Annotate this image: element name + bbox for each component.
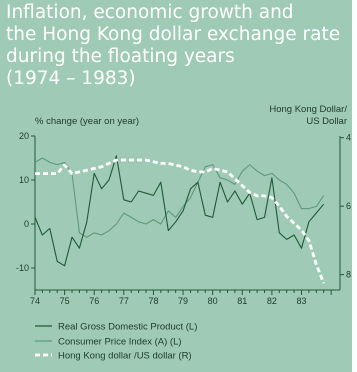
y-right-axis-title-line2: US Dollar: [306, 116, 347, 127]
series-line-0: [34, 155, 325, 267]
y-right-tick-label: 4: [346, 133, 351, 143]
x-tick-label: 75: [60, 296, 70, 306]
y-right-tick-label: 6: [346, 201, 351, 211]
x-tick-label: 82: [267, 296, 277, 306]
legend-label-1: Consumer Price Index (A) (L): [58, 337, 182, 348]
chart-title: Inflation, economic growth and the Hong …: [6, 2, 341, 89]
x-tick-label: 74: [30, 296, 40, 306]
series-line-1: [34, 157, 325, 238]
x-tick-label: 77: [119, 296, 129, 306]
y-right-axis-title-line1: Hong Kong Dollar/: [269, 104, 347, 115]
x-tick-label: 80: [208, 296, 218, 306]
x-tick-label: 78: [148, 296, 158, 306]
y-left-tick-label: 0: [24, 219, 29, 229]
series-line-2: [35, 158, 326, 284]
y-left-tick-label: -10: [16, 263, 29, 273]
y-left-tick-label: 10: [19, 175, 29, 185]
x-tick-label: 83: [296, 296, 306, 306]
x-tick-label: 81: [237, 296, 247, 306]
y-right-tick-label: 8: [346, 270, 351, 280]
legend-label-2: Hong Kong dollar /US dollar (R): [58, 351, 192, 362]
x-tick-label: 79: [178, 296, 188, 306]
x-tick-label: 76: [89, 296, 99, 306]
y-left-axis-title: % change (year on year): [35, 116, 139, 127]
legend-label-0: Real Gross Domestic Product (L): [58, 322, 197, 333]
y-left-tick-label: 20: [19, 131, 29, 141]
